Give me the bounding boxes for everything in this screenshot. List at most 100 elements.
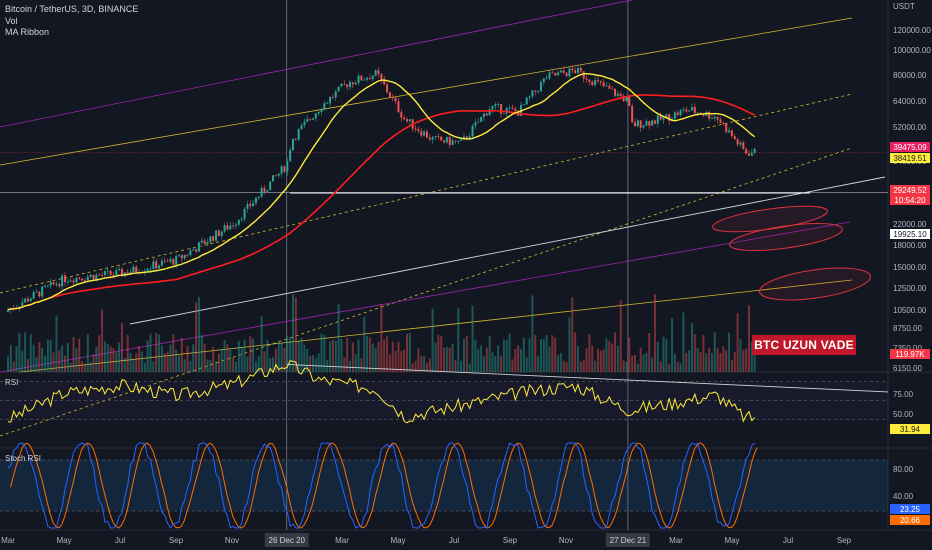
candle-body <box>408 119 411 122</box>
candle-body <box>329 96 332 104</box>
candle-body <box>679 110 682 116</box>
volume-bar <box>21 350 24 372</box>
time-axis-label: Mar <box>1 536 15 545</box>
volume-bar <box>491 352 494 372</box>
candle-body <box>651 120 654 126</box>
volume-bar <box>742 349 745 372</box>
volume-bar <box>748 305 750 372</box>
candle-body <box>169 259 172 262</box>
volume-bar <box>682 312 685 372</box>
volume-bar <box>463 338 465 372</box>
price-axis-tick: 10500.00 <box>893 306 927 315</box>
candle-body <box>163 260 166 262</box>
candle-body <box>152 261 155 269</box>
volume-bar <box>300 338 303 372</box>
price-tag-bg <box>890 349 930 359</box>
volume-bar <box>92 354 95 372</box>
candle-body <box>676 112 679 116</box>
volume-bar <box>428 358 431 372</box>
stoch-axis-tick: 40.00 <box>893 492 914 501</box>
candle-body <box>44 286 47 288</box>
volume-bar <box>272 356 275 372</box>
volume-bar <box>158 334 161 372</box>
stoch-d-tag: 20.66 <box>900 516 921 525</box>
volume-bar <box>155 333 158 372</box>
candle-body <box>240 219 243 220</box>
volume-bar <box>425 363 428 372</box>
candle-body <box>420 131 423 136</box>
candle-body <box>400 112 403 118</box>
candle-body <box>665 114 668 117</box>
candle-body <box>619 93 622 97</box>
volume-bar <box>445 346 448 372</box>
volume-bar <box>602 349 605 372</box>
price-axis-tick: 80000.00 <box>893 71 927 80</box>
candle-body <box>636 120 639 127</box>
volume-bar <box>269 358 272 372</box>
volume-bar <box>249 336 252 372</box>
price-tag-label: 39475.09 <box>893 143 927 152</box>
volume-bar <box>309 355 312 372</box>
candle-body <box>545 78 548 80</box>
volume-bar <box>753 347 756 372</box>
volume-bar <box>733 351 736 372</box>
volume-bar <box>266 340 269 372</box>
candle-body <box>431 137 434 140</box>
price-axis-tick: 15000.00 <box>893 263 927 272</box>
candle-body <box>491 106 494 110</box>
candle-body <box>645 121 648 126</box>
volume-bar <box>539 339 542 372</box>
volume-bar <box>66 342 69 372</box>
time-axis-label: May <box>390 536 405 545</box>
volume-bar <box>517 345 520 372</box>
price-axis-tick: 18000.00 <box>893 241 927 250</box>
candle-body <box>440 136 443 141</box>
candle-body <box>414 128 417 130</box>
price-axis-tick: 100000.00 <box>893 46 931 55</box>
candle-body <box>394 98 397 102</box>
volume-bar <box>83 363 86 372</box>
candle-body <box>263 188 266 192</box>
volume-bar <box>334 340 337 372</box>
stoch-d-line <box>10 442 758 529</box>
volume-bar <box>183 358 186 372</box>
volume-bar <box>403 349 406 372</box>
volume-bar <box>434 342 437 372</box>
candle-body <box>158 265 161 269</box>
volume-bar <box>388 354 391 372</box>
candle-body <box>480 116 483 122</box>
candle-body <box>477 121 480 123</box>
volume-bar <box>286 335 289 372</box>
candle-body <box>232 225 235 227</box>
candle-body <box>722 122 725 124</box>
time-axis-label: Mar <box>335 536 349 545</box>
volume-bar <box>591 345 594 372</box>
volume-bar <box>514 349 517 372</box>
candle-body <box>109 270 112 275</box>
candle-body <box>223 225 226 232</box>
candle-body <box>733 136 736 140</box>
candle-body <box>294 139 297 140</box>
volume-bar <box>283 347 286 372</box>
time-axis-label: Mar <box>669 536 683 545</box>
candle-body <box>688 110 691 112</box>
candle-body <box>235 224 237 226</box>
candle-body <box>346 84 349 87</box>
candle-body <box>340 83 343 87</box>
candle-body <box>608 85 611 89</box>
btc-uzun-vade-annotation[interactable]: BTC UZUN VADE <box>752 335 856 355</box>
volume-bar <box>169 344 172 372</box>
candle-body <box>209 236 212 243</box>
candle-body <box>217 230 220 237</box>
time-axis-label: Jul <box>115 536 125 545</box>
volume-bar <box>226 344 229 372</box>
candle-body <box>443 140 446 143</box>
volume-bar <box>599 350 602 372</box>
candle-body <box>203 240 206 244</box>
volume-bar <box>115 352 118 372</box>
candle-body <box>579 67 582 72</box>
candle-body <box>326 103 329 105</box>
symbol-title: Bitcoin / TetherUS, 3D, BINANCE <box>5 4 139 14</box>
volume-bar <box>121 323 123 372</box>
